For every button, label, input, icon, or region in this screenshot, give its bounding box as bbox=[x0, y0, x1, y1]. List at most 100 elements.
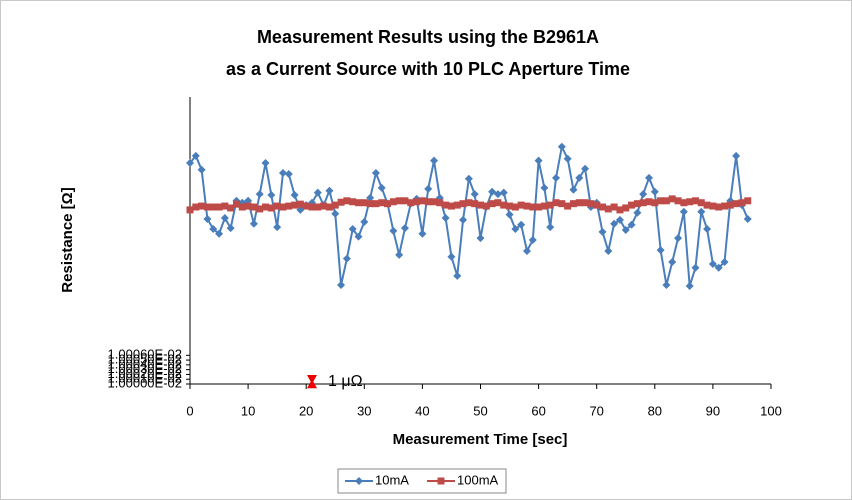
data-point bbox=[273, 223, 282, 232]
data-point bbox=[465, 199, 473, 207]
data-point bbox=[401, 197, 409, 205]
data-point bbox=[622, 204, 630, 212]
data-point bbox=[494, 199, 502, 207]
data-point bbox=[325, 203, 333, 211]
data-point bbox=[447, 252, 456, 261]
data-point bbox=[598, 227, 607, 236]
data-point bbox=[400, 224, 409, 233]
data-point bbox=[506, 202, 514, 210]
data-point bbox=[639, 199, 647, 207]
data-point bbox=[650, 187, 659, 196]
data-point bbox=[459, 215, 468, 224]
x-tick-label: 30 bbox=[357, 403, 371, 418]
data-point bbox=[430, 198, 438, 206]
data-point bbox=[644, 173, 653, 182]
data-point bbox=[744, 197, 752, 205]
data-point bbox=[546, 223, 555, 232]
data-point bbox=[721, 202, 729, 210]
data-point bbox=[325, 186, 334, 195]
data-point bbox=[593, 201, 601, 209]
data-point bbox=[453, 201, 461, 209]
y-tick-label: 1.00020E-02 bbox=[108, 366, 182, 381]
data-point bbox=[371, 169, 380, 178]
y-tick-label: 1.00010E-02 bbox=[108, 371, 182, 386]
x-tick-label: 50 bbox=[473, 403, 487, 418]
data-point bbox=[308, 203, 316, 211]
data-point bbox=[657, 197, 665, 205]
data-point bbox=[674, 234, 683, 243]
legend-label: 10mA bbox=[375, 472, 409, 487]
data-point bbox=[616, 206, 624, 214]
data-point bbox=[668, 258, 677, 267]
data-point bbox=[418, 229, 427, 238]
data-point bbox=[685, 281, 694, 290]
data-point bbox=[220, 214, 229, 223]
data-point bbox=[377, 183, 386, 192]
data-point bbox=[267, 204, 275, 212]
data-point bbox=[488, 187, 497, 196]
data-point bbox=[511, 225, 520, 234]
data-point bbox=[703, 201, 711, 209]
data-point bbox=[575, 199, 583, 207]
data-point bbox=[395, 250, 404, 259]
data-point bbox=[198, 202, 206, 210]
data-point bbox=[534, 156, 543, 165]
data-point bbox=[540, 202, 548, 210]
data-point bbox=[656, 246, 665, 255]
data-point bbox=[348, 225, 357, 234]
data-point bbox=[337, 198, 345, 206]
data-point bbox=[558, 200, 566, 208]
data-point bbox=[697, 199, 705, 207]
data-point bbox=[232, 200, 240, 208]
data-point bbox=[621, 225, 630, 234]
data-point bbox=[575, 173, 584, 182]
x-tick-label: 80 bbox=[648, 403, 662, 418]
data-point bbox=[284, 170, 293, 179]
y-tick-label: 1.00030E-02 bbox=[108, 361, 182, 376]
data-point bbox=[302, 202, 310, 210]
data-point bbox=[557, 142, 566, 151]
data-point bbox=[732, 151, 741, 160]
legend-marker bbox=[355, 477, 363, 485]
data-point bbox=[552, 173, 561, 182]
data-point bbox=[464, 174, 473, 183]
data-point bbox=[715, 203, 723, 211]
data-point bbox=[493, 190, 502, 199]
data-point bbox=[535, 203, 543, 211]
chart-title: as a Current Source with 10 PLC Aperture… bbox=[226, 59, 630, 79]
data-point bbox=[679, 207, 688, 216]
data-point bbox=[186, 206, 194, 214]
data-point bbox=[691, 263, 700, 272]
annotation-arrowhead bbox=[307, 375, 318, 389]
data-point bbox=[389, 198, 397, 206]
data-point bbox=[244, 202, 252, 210]
data-point bbox=[523, 202, 531, 210]
y-tick-label: 1.00050E-02 bbox=[108, 352, 182, 367]
data-point bbox=[627, 220, 636, 229]
data-point bbox=[505, 210, 514, 219]
data-point bbox=[442, 201, 450, 209]
data-point bbox=[447, 202, 455, 210]
data-point bbox=[743, 214, 752, 223]
data-point bbox=[569, 185, 578, 194]
data-point bbox=[354, 232, 363, 241]
data-point bbox=[633, 208, 642, 217]
data-point bbox=[628, 201, 636, 209]
x-tick-label: 0 bbox=[186, 403, 193, 418]
data-point bbox=[651, 199, 659, 207]
data-point bbox=[430, 156, 439, 165]
data-point bbox=[296, 200, 304, 208]
data-point bbox=[697, 207, 706, 216]
data-point bbox=[343, 197, 351, 205]
data-point bbox=[453, 271, 462, 280]
data-point bbox=[633, 200, 641, 208]
data-point bbox=[389, 226, 398, 235]
data-point bbox=[215, 229, 224, 238]
data-point bbox=[203, 214, 212, 223]
data-point bbox=[337, 280, 346, 289]
data-point bbox=[366, 193, 375, 202]
data-point bbox=[708, 259, 717, 268]
data-point bbox=[528, 236, 537, 245]
data-point bbox=[285, 202, 293, 210]
